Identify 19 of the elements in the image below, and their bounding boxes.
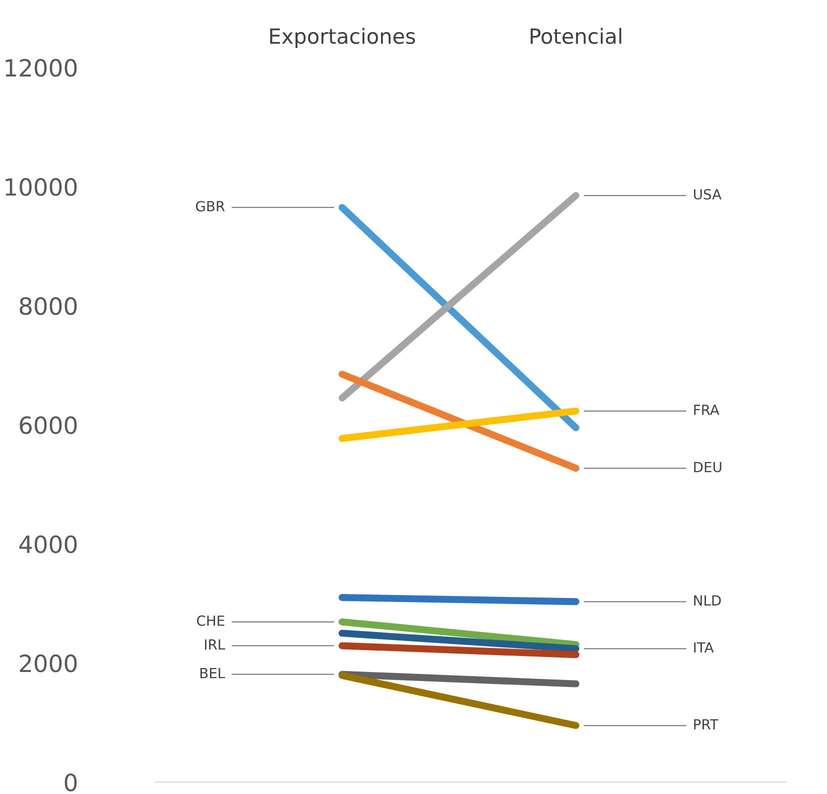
annotation: USA: [694, 189, 722, 200]
x-tick-label: Potencial: [530, 28, 622, 44]
annotation: GBR: [196, 200, 225, 212]
y-tick-label: 4000: [19, 535, 77, 554]
annotation: CHE: [197, 615, 224, 626]
y-tick-label: 0: [64, 774, 77, 792]
x-tick-label: Exportaciones: [270, 28, 415, 48]
annotation: PRT: [694, 719, 718, 730]
y-tick-label: 6000: [20, 416, 77, 434]
annotation: FRA: [694, 404, 720, 415]
annotation: BEL: [200, 668, 226, 678]
annotation: ITA: [694, 642, 714, 653]
y-tick-label: 12000: [6, 58, 77, 77]
y-tick-label: 2000: [20, 654, 77, 672]
annotation: NLD: [694, 595, 721, 606]
y-tick-label: 10000: [6, 178, 77, 196]
y-tick-label: 8000: [20, 297, 77, 315]
annotation: DEU: [694, 462, 722, 472]
annotation: IRL: [205, 639, 226, 650]
